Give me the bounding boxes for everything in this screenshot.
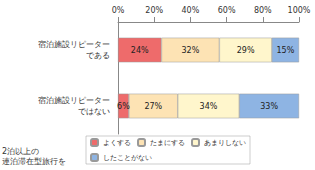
svg-text:宿泊施設リピーター: 宿泊施設リピーター xyxy=(38,40,110,49)
svg-text:あまりしない: あまりしない xyxy=(204,139,246,147)
svg-text:24%: 24% xyxy=(131,46,149,55)
svg-text:15%: 15% xyxy=(277,46,295,55)
svg-text:32%: 32% xyxy=(182,46,200,55)
svg-text:80%: 80% xyxy=(254,6,272,15)
svg-text:33%: 33% xyxy=(260,102,278,111)
svg-text:0%: 0% xyxy=(112,6,125,15)
svg-text:29%: 29% xyxy=(237,46,255,55)
svg-text:34%: 34% xyxy=(200,102,218,111)
svg-text:たまにする: たまにする xyxy=(150,139,185,147)
svg-text:27%: 27% xyxy=(144,102,162,111)
svg-text:よくする: よくする xyxy=(103,139,131,147)
svg-text:40%: 40% xyxy=(182,6,200,15)
svg-text:連泊滞在型旅行を: 連泊滞在型旅行を xyxy=(2,157,66,166)
svg-text:したことがない: したことがない xyxy=(103,154,152,162)
svg-text:宿泊施設リピーター: 宿泊施設リピーター xyxy=(38,96,110,105)
svg-text:100%: 100% xyxy=(288,6,311,15)
svg-text:60%: 60% xyxy=(218,6,236,15)
svg-text:6%: 6% xyxy=(117,102,130,111)
svg-text:2泊以上の: 2泊以上の xyxy=(2,147,39,156)
svg-text:ではない: ではない xyxy=(78,107,110,116)
svg-text:である: である xyxy=(86,51,110,60)
svg-text:20%: 20% xyxy=(145,6,163,15)
